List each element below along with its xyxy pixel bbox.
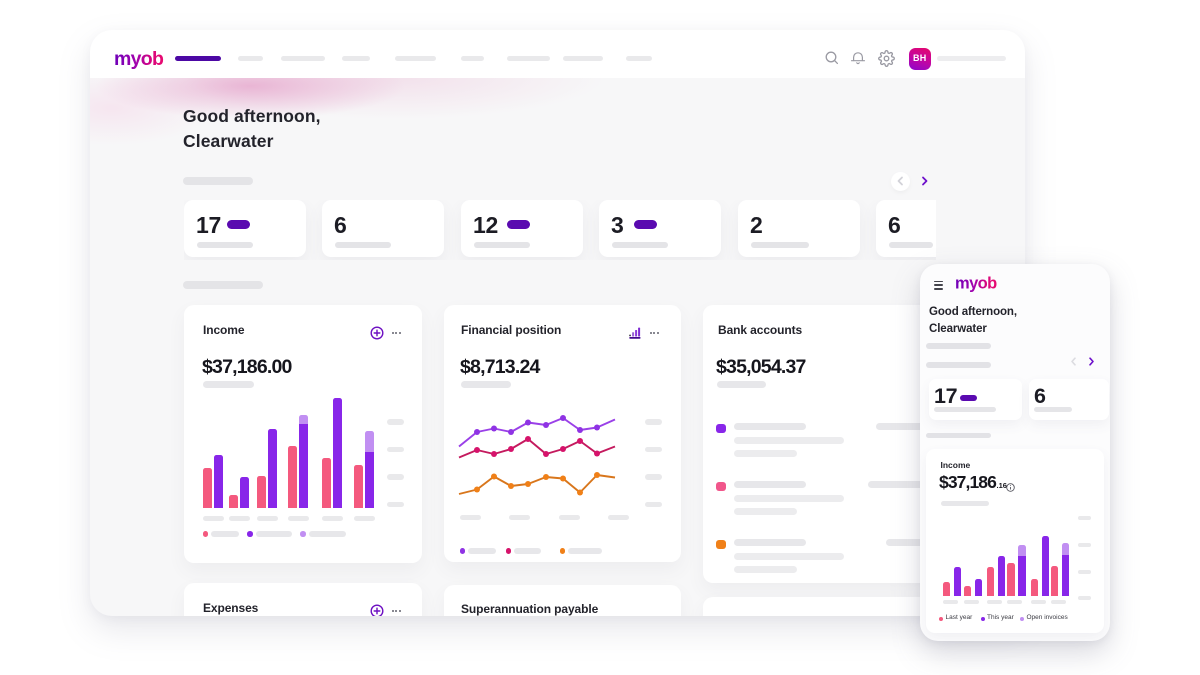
svg-text:myob: myob bbox=[114, 48, 164, 70]
svg-text:myob: myob bbox=[955, 275, 997, 293]
